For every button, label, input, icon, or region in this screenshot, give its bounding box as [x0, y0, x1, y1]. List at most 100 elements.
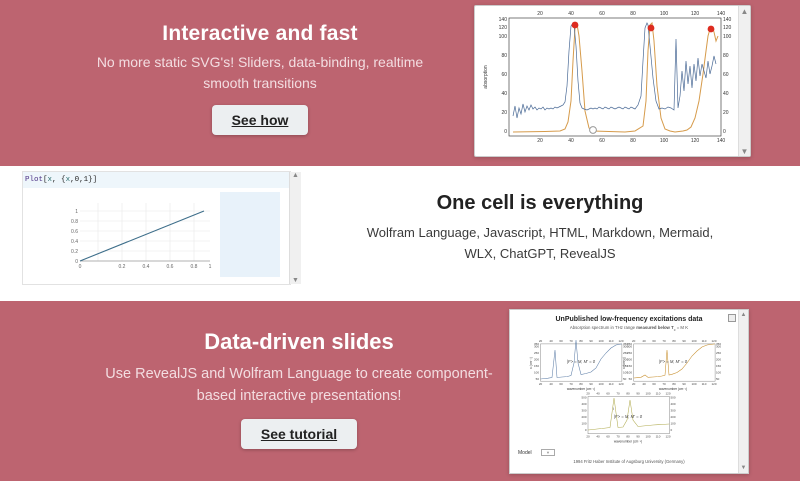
svg-text:50: 50 [629, 377, 633, 381]
svg-text:80: 80 [630, 11, 636, 17]
svg-text:|F> = M, M' = 0: |F> = M, M' = 0 [659, 359, 688, 364]
svg-text:80: 80 [579, 339, 583, 343]
svg-text:200: 200 [671, 415, 676, 419]
svg-text:250: 250 [534, 351, 539, 355]
svg-text:100: 100 [723, 34, 732, 40]
svg-text:40: 40 [549, 382, 553, 386]
svg-text:60: 60 [606, 392, 610, 396]
svg-text:350: 350 [534, 342, 539, 346]
svg-text:20: 20 [632, 339, 636, 343]
svg-text:500: 500 [671, 396, 676, 400]
svg-text:κ (cm⁻¹): κ (cm⁻¹) [622, 357, 626, 369]
svg-text:80: 80 [579, 382, 583, 386]
svg-text:90: 90 [636, 435, 640, 439]
svg-text:80: 80 [501, 53, 507, 59]
svg-text:120: 120 [691, 11, 700, 17]
svg-text:|F> = M, M' = 0: |F> = M, M' = 0 [567, 359, 596, 364]
svg-text:110: 110 [656, 392, 661, 396]
svg-text:60: 60 [559, 339, 563, 343]
svg-text:20: 20 [539, 382, 543, 386]
svg-text:80: 80 [672, 339, 676, 343]
svg-text:500: 500 [581, 396, 586, 400]
svg-text:wavenumber (cm⁻¹): wavenumber (cm⁻¹) [659, 387, 687, 391]
svg-text:40: 40 [568, 138, 574, 144]
svg-text:0.2: 0.2 [119, 264, 126, 270]
svg-text:200: 200 [627, 358, 632, 362]
svg-text:120: 120 [665, 435, 670, 439]
svg-text:70: 70 [616, 392, 620, 396]
svg-text:300: 300 [581, 409, 586, 413]
svg-text:100: 100 [645, 435, 650, 439]
svg-text:0.6: 0.6 [167, 264, 174, 270]
svg-text:70: 70 [662, 382, 666, 386]
svg-text:60: 60 [599, 138, 605, 144]
svg-text:40: 40 [568, 11, 574, 17]
svg-text:100: 100 [534, 371, 539, 375]
svg-text:40: 40 [549, 339, 553, 343]
svg-text:1: 1 [75, 209, 78, 215]
svg-text:absorption: absorption [483, 65, 489, 89]
svg-text:20: 20 [586, 392, 590, 396]
svg-text:60: 60 [652, 339, 656, 343]
svg-text:70: 70 [662, 339, 666, 343]
svg-text:250: 250 [627, 351, 632, 355]
svg-text:100: 100 [671, 422, 676, 426]
svg-text:50: 50 [716, 377, 720, 381]
svg-text:0: 0 [79, 264, 82, 270]
svg-text:100: 100 [581, 422, 586, 426]
svg-text:110: 110 [656, 435, 661, 439]
svg-text:100: 100 [660, 11, 669, 17]
svg-text:110: 110 [609, 382, 614, 386]
svg-text:90: 90 [636, 392, 640, 396]
svg-text:80: 80 [626, 435, 630, 439]
svg-text:0: 0 [671, 428, 673, 432]
svg-text:100: 100 [598, 382, 603, 386]
svg-text:20: 20 [501, 110, 507, 116]
svg-text:wavenumber (cm⁻¹): wavenumber (cm⁻¹) [567, 387, 595, 391]
svg-text:70: 70 [569, 339, 573, 343]
svg-text:20: 20 [537, 138, 543, 144]
svg-text:100: 100 [691, 339, 696, 343]
svg-text:60: 60 [723, 72, 729, 78]
svg-text:100: 100 [627, 371, 632, 375]
svg-text:70: 70 [569, 382, 573, 386]
svg-text:150: 150 [534, 364, 539, 368]
svg-text:20: 20 [539, 339, 543, 343]
svg-text:100: 100 [499, 34, 508, 40]
svg-text:90: 90 [682, 382, 686, 386]
svg-text:400: 400 [671, 402, 676, 406]
svg-text:60: 60 [559, 382, 563, 386]
svg-text:90: 90 [589, 339, 593, 343]
svg-text:120: 120 [711, 382, 716, 386]
svg-text:60: 60 [599, 11, 605, 17]
svg-text:0.2: 0.2 [71, 249, 78, 255]
svg-text:200: 200 [581, 415, 586, 419]
svg-text:80: 80 [672, 382, 676, 386]
svg-text:wavenumber (cm⁻¹): wavenumber (cm⁻¹) [614, 440, 642, 444]
svg-text:100: 100 [598, 339, 603, 343]
svg-text:200: 200 [534, 358, 539, 362]
svg-text:40: 40 [642, 339, 646, 343]
svg-text:200: 200 [716, 358, 721, 362]
svg-text:0.8: 0.8 [191, 264, 198, 270]
svg-text:80: 80 [723, 53, 729, 59]
svg-text:350: 350 [716, 342, 721, 346]
svg-text:150: 150 [716, 364, 721, 368]
svg-text:110: 110 [702, 382, 707, 386]
svg-text:140: 140 [723, 17, 732, 23]
svg-text:120: 120 [618, 382, 623, 386]
svg-text:250: 250 [716, 351, 721, 355]
svg-text:60: 60 [652, 382, 656, 386]
svg-text:40: 40 [596, 392, 600, 396]
svg-text:20: 20 [723, 110, 729, 116]
svg-text:80: 80 [626, 392, 630, 396]
svg-text:350: 350 [627, 342, 632, 346]
svg-text:90: 90 [682, 339, 686, 343]
svg-text:70: 70 [616, 435, 620, 439]
svg-text:0: 0 [723, 129, 726, 135]
svg-text:80: 80 [630, 138, 636, 144]
svg-text:40: 40 [723, 91, 729, 97]
svg-text:20: 20 [537, 11, 543, 17]
svg-text:0.6: 0.6 [71, 229, 78, 235]
svg-text:20: 20 [632, 382, 636, 386]
